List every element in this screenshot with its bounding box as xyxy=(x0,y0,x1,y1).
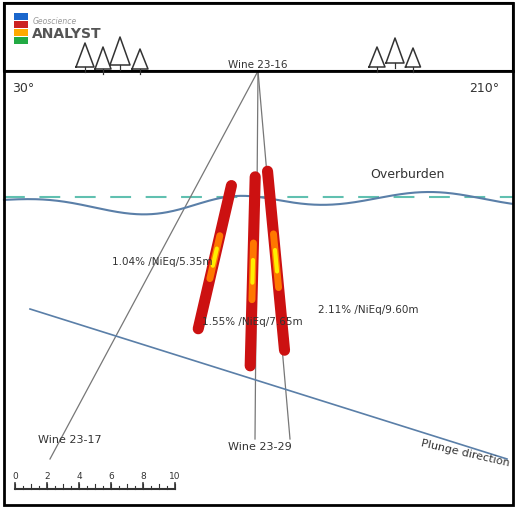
Text: Overburden: Overburden xyxy=(370,168,445,181)
Text: Wine 23-29: Wine 23-29 xyxy=(228,441,292,451)
Text: Wine 23-16: Wine 23-16 xyxy=(228,60,288,70)
Text: Wine 23-17: Wine 23-17 xyxy=(38,434,102,444)
Text: 1.55% /NiEq/7.65m: 1.55% /NiEq/7.65m xyxy=(202,317,302,326)
Bar xyxy=(14,30,28,37)
Bar xyxy=(4,4,513,72)
Bar xyxy=(14,22,28,29)
Bar xyxy=(14,38,28,45)
Text: 2: 2 xyxy=(44,471,50,480)
Text: 1.04% /NiEq/5.35m: 1.04% /NiEq/5.35m xyxy=(112,257,212,267)
Text: ANALYST: ANALYST xyxy=(32,27,102,41)
Text: 30°: 30° xyxy=(12,82,34,95)
Text: 210°: 210° xyxy=(469,82,499,95)
Text: 4: 4 xyxy=(76,471,82,480)
Text: 0: 0 xyxy=(12,471,18,480)
Text: 8: 8 xyxy=(140,471,146,480)
Bar xyxy=(14,14,28,21)
Text: 6: 6 xyxy=(108,471,114,480)
Text: 2.11% /NiEq/9.60m: 2.11% /NiEq/9.60m xyxy=(318,304,418,315)
Text: 10: 10 xyxy=(169,471,181,480)
Text: Geoscience: Geoscience xyxy=(33,17,77,26)
Text: Plunge direction: Plunge direction xyxy=(420,437,511,467)
